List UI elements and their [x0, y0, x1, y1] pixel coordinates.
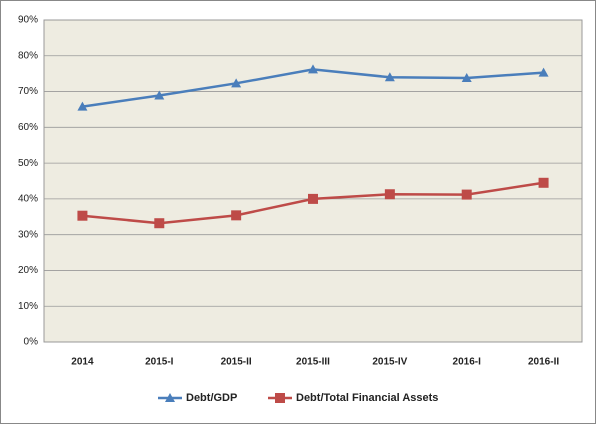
- y-tick-label: 50%: [18, 158, 38, 169]
- x-tick-label: 2015-II: [221, 357, 252, 368]
- x-tick-label: 2016-II: [528, 357, 559, 368]
- legend-marker: [165, 393, 175, 402]
- y-tick-label: 0%: [24, 337, 39, 348]
- x-tick-label: 2015-I: [145, 357, 174, 368]
- point: [154, 90, 165, 100]
- point: [77, 101, 88, 111]
- point: [461, 72, 472, 82]
- y-tick-label: 40%: [18, 194, 38, 205]
- x-tick-label: 2014: [71, 357, 94, 368]
- point: [384, 189, 395, 200]
- point: [461, 189, 472, 200]
- legend-label: Debt/GDP: [186, 392, 237, 404]
- x-tick-label: 2015-IV: [372, 357, 407, 368]
- y-tick-label: 10%: [18, 301, 38, 312]
- point: [231, 78, 242, 88]
- point: [384, 72, 395, 82]
- point: [538, 177, 549, 188]
- x-tick-label: 2016-I: [453, 357, 482, 368]
- point: [308, 64, 318, 74]
- legend-marker: [275, 393, 285, 403]
- point: [538, 67, 549, 77]
- y-tick-label: 30%: [18, 229, 38, 240]
- y-tick-label: 70%: [18, 86, 38, 97]
- point: [308, 193, 318, 204]
- point: [77, 210, 88, 221]
- plot-area: [43, 19, 583, 343]
- legend-label: Debt/Total Financial Assets: [296, 392, 438, 404]
- x-tick-label: 2015-III: [296, 357, 330, 368]
- y-tick-label: 60%: [18, 122, 38, 133]
- y-tick-label: 80%: [18, 50, 38, 61]
- y-tick-label: 20%: [18, 265, 38, 276]
- point: [154, 218, 165, 229]
- point: [231, 210, 242, 221]
- y-tick-label: 90%: [18, 15, 38, 26]
